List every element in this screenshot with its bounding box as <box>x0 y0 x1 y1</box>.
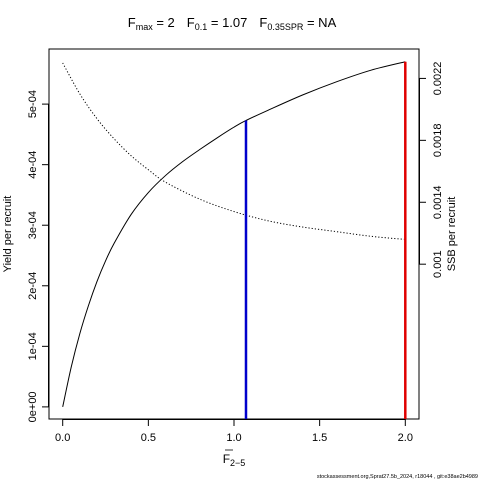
y-axis-right-label: SSB per recruit <box>446 197 458 272</box>
y-right-tick-label: 0.001 <box>432 250 444 278</box>
vline-layer <box>244 61 407 419</box>
series-layer <box>62 61 406 407</box>
x-tick-label: 2.0 <box>398 432 413 444</box>
y-left-tick-label: 1e-04 <box>27 332 39 360</box>
y-axis-left: 0e+00 1e-04 2e-04 3e-04 4e-04 5e-04 <box>27 90 49 422</box>
x-tick-label: 0.0 <box>55 432 70 444</box>
x-tick-label: 1.0 <box>226 432 241 444</box>
y-left-tick-label: 2e-04 <box>27 272 39 300</box>
x-tick-label: 0.5 <box>141 432 156 444</box>
y-right-tick-label: 0.0022 <box>432 62 444 96</box>
y-right-tick-label: 0.0018 <box>432 124 444 158</box>
x-axis-label: F2−5 <box>223 452 246 468</box>
x-axis: 0.0 0.5 1.0 1.5 2.0 <box>55 419 413 444</box>
x-tick-label: 1.5 <box>312 432 327 444</box>
footer-text: stockassessment.org,Sprat27.5b_2024, r18… <box>317 474 478 480</box>
y-right-tick-label: 0.0014 <box>432 185 444 219</box>
ssb-per-recruit-line <box>62 62 406 240</box>
chart-title: Fmax = 2 F0.1 = 1.07 F0.35SPR = NA <box>128 15 337 32</box>
y-left-tick-label: 5e-04 <box>27 90 39 118</box>
yield-per-recruit-line <box>62 61 406 407</box>
y-axis-left-label: Yield per recruit <box>2 196 14 273</box>
y-left-tick-label: 4e-04 <box>27 151 39 179</box>
y-left-tick-label: 3e-04 <box>27 211 39 239</box>
y-axis-right: 0.001 0.0014 0.0018 0.0022 <box>419 62 444 278</box>
y-left-tick-label: 0e+00 <box>27 391 39 422</box>
